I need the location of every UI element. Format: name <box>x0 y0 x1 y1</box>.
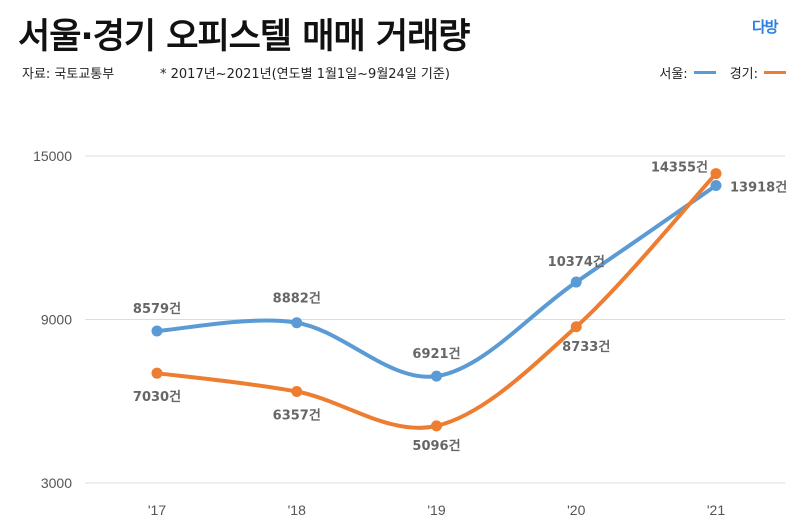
data-point <box>291 317 303 329</box>
data-label: 5096건 <box>412 438 460 454</box>
data-point <box>431 370 442 382</box>
y-tick-label: 15000 <box>33 148 72 164</box>
legend-swatch-gyeonggi <box>764 71 786 74</box>
data-point <box>151 325 163 337</box>
chart-title: 서울·경기 오피스텔 매매 거래량 <box>18 17 470 57</box>
data-point <box>710 168 722 180</box>
note-text: * 2017년~2021년(연도별 1월1일~9월24일 기준) <box>160 67 450 82</box>
source-text: 자료: 국토교통부 <box>22 67 115 82</box>
x-tick-label: '18 <box>288 502 306 518</box>
data-point <box>570 276 582 288</box>
data-point <box>570 321 582 333</box>
data-label: 7030건 <box>133 389 181 405</box>
data-label: 14355건 <box>651 160 708 176</box>
data-label: 10374건 <box>548 254 605 270</box>
x-tick-label: '17 <box>148 502 166 518</box>
data-label: 8882건 <box>273 291 321 307</box>
legend-swatch-seoul <box>693 71 716 74</box>
x-tick-label: '19 <box>427 502 445 518</box>
y-tick-label: 3000 <box>41 475 72 491</box>
dabang-logo: 다방 <box>752 18 779 36</box>
x-tick-label: '20 <box>567 502 585 518</box>
y-tick-label: 9000 <box>41 312 72 328</box>
legend-label-seoul: 서울: <box>659 67 688 82</box>
data-label: 6357건 <box>273 408 321 424</box>
legend-label-gyeonggi: 경기: <box>729 67 758 82</box>
data-label: 8579건 <box>133 301 181 317</box>
data-point <box>291 386 303 398</box>
data-label: 6921건 <box>412 346 460 362</box>
data-label: 8733건 <box>562 339 610 355</box>
series-line-gyeonggi <box>155 171 718 430</box>
data-point <box>151 367 163 379</box>
legend: 서울: 경기: <box>659 63 786 82</box>
data-label: 13918건 <box>730 179 787 195</box>
data-point <box>710 179 722 191</box>
x-tick-label: '21 <box>707 502 725 518</box>
data-point <box>431 420 442 432</box>
